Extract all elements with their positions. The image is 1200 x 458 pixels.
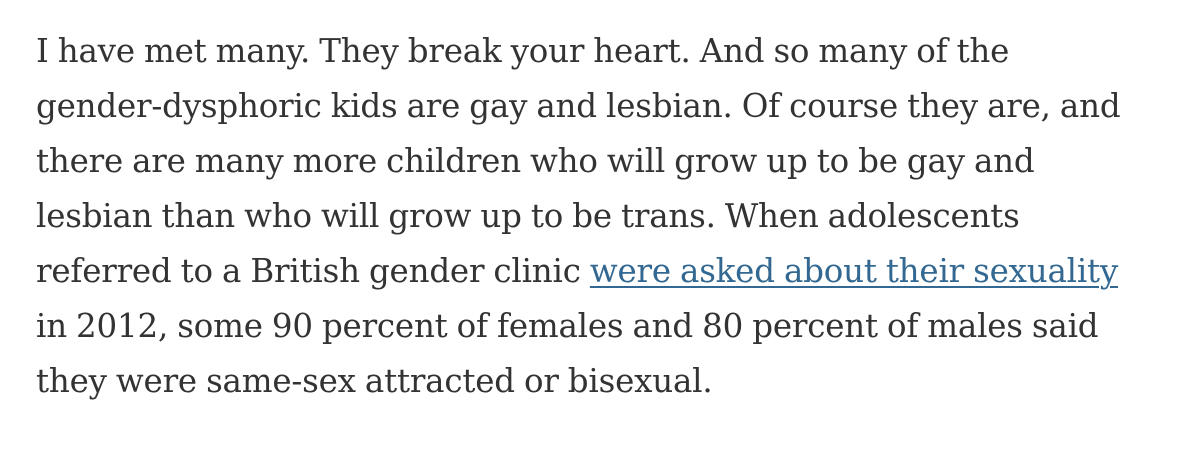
paragraph-line-5: referred to a British gender clinic were…	[36, 244, 1176, 299]
paragraph-line-4: lesbian than who will grow up to be tran…	[36, 197, 1020, 235]
paragraph-line-6: in 2012, some 90 percent of females and …	[36, 307, 1099, 345]
sexuality-study-link[interactable]: were asked about their sexuality	[589, 252, 1119, 290]
paragraph-line-7: they were same-sex attracted or bisexual…	[36, 362, 713, 400]
paragraph-line-2: gender-dysphoric kids are gay and lesbia…	[36, 87, 1121, 125]
article-paragraph: I have met many. They break your heart. …	[36, 24, 1176, 409]
paragraph-line-1: I have met many. They break your heart. …	[36, 32, 1010, 70]
paragraph-line-3: there are many more children who will gr…	[36, 142, 1035, 180]
paragraph-line-5-text: referred to a British gender clinic	[36, 252, 590, 290]
